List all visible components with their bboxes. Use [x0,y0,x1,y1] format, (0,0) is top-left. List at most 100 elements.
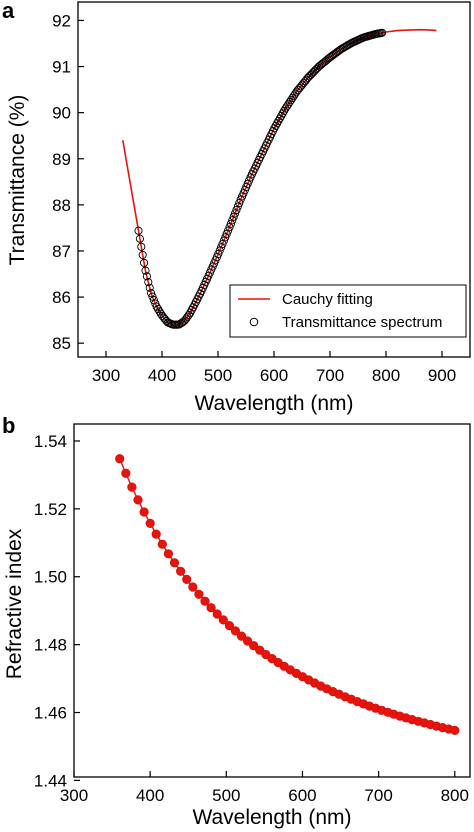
spectrum-point [310,66,319,75]
spectrum-point [278,109,287,118]
refractive-index-point [151,529,161,539]
refractive-index-point [145,518,155,529]
spectrum-point [134,226,143,235]
spectrum-point [288,93,297,102]
panel-a-y-tick-label: 88 [52,196,71,215]
spectrum-point [282,102,291,111]
refractive-index-point [206,603,216,613]
panel-a-x-tick-label: 500 [204,366,232,385]
spectrum-point [142,272,151,281]
refractive-index-point [194,589,204,599]
spectrum-point [308,69,317,78]
panel-a: a 300 400 500 600 700 800 900 85 86 87 88 89 90 91 92… [2,0,471,415]
panel-b-y-tick-label: 1.54 [34,432,67,451]
refractive-index-point [182,574,192,585]
refractive-index-point [218,615,228,625]
panel-a-y-tick-label: 85 [52,334,71,353]
spectrum-point [147,289,156,298]
spectrum-point [231,209,240,218]
spectrum-point [305,72,314,81]
legend-box [229,284,467,338]
panel-a-x-tick-label: 600 [260,366,288,385]
panel-b-plot-frame [73,423,471,778]
spectrum-point [184,310,193,319]
panel-b-y-axis-title: Refractive index [3,528,26,679]
spectrum-point [140,258,149,267]
spectrum-point [327,52,336,61]
refractive-index-point [176,566,186,576]
spectrum-point [275,114,284,123]
spectrum-point [333,47,342,56]
panel-a-y-tick-label: 89 [52,150,71,169]
panel-a-y-tick-label: 87 [52,242,71,261]
spectrum-point [228,216,237,225]
spectrum-point [309,67,318,77]
spectrum-point [155,307,164,316]
refractive-index-point [200,596,210,606]
panel-a-x-axis-title: Wavelength (nm) [194,392,353,415]
cauchy-fit-line [122,28,437,326]
panel-a-y-tick-label: 86 [52,288,71,307]
panel-a-x-tick-label: 800 [372,366,400,385]
spectrum-point [144,278,153,287]
panel-b: b 300 400 500 600 700 800 1.44 1.46 1.48 1.50 1.5… [2,413,471,829]
panel-b-x-axis-title: Wavelength (nm) [192,806,351,829]
refractive-index-point [115,454,125,464]
panel-b-y-tick-label: 1.46 [34,704,67,723]
legend-spectrum-marker [249,317,259,327]
spectrum-point [277,111,286,120]
spectrum-point [287,95,296,105]
panel-a-y-tick-label: 92 [52,11,71,30]
spectrum-point [154,305,163,314]
refractive-index-point [243,636,253,646]
spectrum-point [334,46,343,55]
spectrum-point [141,266,150,275]
spectrum-point [226,219,235,228]
refractive-index-point [127,482,137,492]
spectrum-point [303,73,312,82]
panel-a-label: a [2,0,15,23]
spectrum-point [138,250,147,259]
refractive-index-point [224,620,234,631]
spectrum-point [331,48,340,58]
panel-a-x-tick-label: 400 [148,366,176,385]
spectrum-point [285,98,294,107]
panel-a-x-tick-label: 300 [92,366,120,385]
spectrum-point [152,302,161,311]
spectrum-point [378,28,387,37]
refractive-index-point [230,626,240,636]
panel-b-x-tick-label: 400 [136,786,164,805]
spectrum-point [137,242,146,251]
spectrum-point [281,104,290,113]
spectrum-point [145,283,154,292]
refractive-index-point [450,725,460,736]
spectrum-point [329,50,338,60]
panel-b-x-tick-label: 300 [60,786,88,805]
refractive-index-point [157,539,167,549]
spectrum-point [280,106,289,115]
refractive-index-point [188,582,198,592]
spectrum-point [233,202,242,211]
refractive-index-points [115,454,460,736]
panel-b-label: b [2,413,15,438]
spectrum-point [289,91,298,100]
spectrum-point [330,49,339,59]
refractive-index-point [236,631,247,641]
spectrum-point [135,234,144,243]
refractive-index-point [121,468,131,478]
panel-b-y-tick-label: 1.48 [34,636,67,655]
panel-a-x-tick-label: 700 [316,366,344,385]
refractive-index-point [133,495,143,505]
refractive-index-line [119,458,455,732]
panel-b-x-tick-label: 800 [441,786,469,805]
panel-b-y-ticks: 1.44 1.46 1.48 1.50 1.52 1.54 [34,432,80,790]
spectrum-point [273,119,282,128]
panel-a-y-axis-title: Transmittance (%) [6,95,29,266]
spectrum-point [274,116,283,125]
refractive-index-point [139,507,149,517]
spectrum-point [148,292,157,301]
legend-cauchy-label: Cauchy fitting [282,291,373,308]
refractive-index-point [212,609,222,619]
panel-b-y-tick-label: 1.44 [34,771,67,790]
